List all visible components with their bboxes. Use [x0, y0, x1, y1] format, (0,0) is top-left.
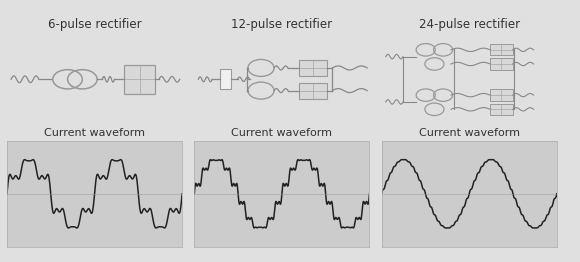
Text: 6-pulse rectifier: 6-pulse rectifier	[48, 18, 142, 31]
Text: Current waveform: Current waveform	[44, 128, 145, 138]
FancyBboxPatch shape	[220, 69, 231, 90]
Text: Current waveform: Current waveform	[231, 128, 332, 138]
Text: 24-pulse rectifier: 24-pulse rectifier	[419, 18, 520, 31]
FancyBboxPatch shape	[124, 64, 155, 94]
FancyBboxPatch shape	[299, 83, 327, 99]
Text: 12-pulse rectifier: 12-pulse rectifier	[231, 18, 332, 31]
FancyBboxPatch shape	[490, 90, 513, 101]
FancyBboxPatch shape	[299, 60, 327, 76]
FancyBboxPatch shape	[490, 58, 513, 70]
FancyBboxPatch shape	[490, 44, 513, 56]
Text: Current waveform: Current waveform	[419, 128, 520, 138]
FancyBboxPatch shape	[490, 104, 513, 115]
